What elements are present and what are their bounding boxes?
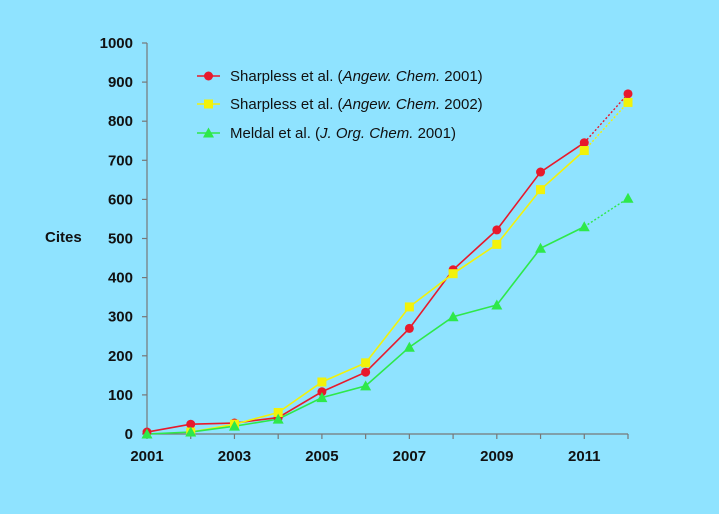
legend-label-part: 2001) <box>413 125 456 142</box>
legend-label-part: J. Org. Chem. <box>319 125 413 142</box>
y-tick-label: 1000 <box>100 35 133 52</box>
legend-marker-1 <box>204 99 213 109</box>
data-point-1 <box>317 377 327 387</box>
data-point-1 <box>579 146 589 156</box>
legend-label-part: Meldal et al. ( <box>230 125 320 142</box>
y-tick-label: 0 <box>125 426 133 443</box>
data-point-2 <box>447 311 459 322</box>
tick-labels: 0 100 200 300 400 500 600 700 800 900 1000 2001 2003… <box>100 35 601 465</box>
data-point-2 <box>316 392 328 403</box>
data-point-1 <box>361 358 371 368</box>
data-point-2 <box>360 380 372 391</box>
data-point-2 <box>185 426 197 437</box>
legend-label-2: Meldal et al. (J. Org. Chem. 2001) <box>230 125 456 142</box>
legend-label-part: Sharpless et al. ( <box>230 96 343 113</box>
legend-label-part: Angew. Chem. <box>342 68 441 85</box>
y-tick-label: 300 <box>108 309 133 326</box>
y-tick-label: 100 <box>108 387 133 404</box>
series-projection-2 <box>583 197 629 228</box>
y-tick-label: 400 <box>108 270 133 287</box>
data-point-0 <box>404 323 414 333</box>
x-tick-label: 2009 <box>480 448 513 465</box>
legend-label-part: 2002) <box>440 96 483 113</box>
data-point-2 <box>141 428 153 439</box>
legend-label-part: Angew. Chem. <box>342 96 441 113</box>
x-tick-label: 2003 <box>218 448 251 465</box>
data-point-2 <box>403 341 415 352</box>
legend: Sharpless et al. (Angew. Chem. 2001)Shar… <box>197 68 483 142</box>
series-projection-1 <box>583 101 629 151</box>
series-markers <box>141 89 634 439</box>
data-point-2 <box>272 413 284 424</box>
data-point-1 <box>536 185 546 195</box>
series-projection-0 <box>583 93 629 144</box>
y-tick-label: 600 <box>108 191 133 208</box>
data-point-1 <box>448 269 458 279</box>
data-point-0 <box>536 167 546 177</box>
data-point-1 <box>492 239 502 249</box>
legend-marker-2 <box>203 127 214 138</box>
data-point-0 <box>579 138 589 148</box>
x-tick-label: 2011 <box>568 448 601 465</box>
axes <box>142 42 629 439</box>
x-tick-label: 2005 <box>305 448 338 465</box>
data-point-2 <box>535 242 547 253</box>
legend-label-part: Sharpless et al. ( <box>230 68 343 85</box>
y-tick-label: 800 <box>108 113 133 130</box>
y-tick-label: 700 <box>108 152 133 169</box>
data-point-2 <box>622 192 634 203</box>
y-tick-label: 500 <box>108 231 133 248</box>
series-line-1 <box>190 149 585 433</box>
y-axis-label: Cites <box>45 229 82 246</box>
data-point-1 <box>273 407 283 417</box>
data-point-1 <box>623 97 633 107</box>
y-tick-label: 200 <box>108 348 133 365</box>
x-tick-label: 2001 <box>130 448 163 465</box>
data-point-2 <box>578 221 590 232</box>
series-line-2 <box>146 226 585 435</box>
data-point-2 <box>491 299 503 310</box>
legend-label-part: 2001) <box>440 68 483 85</box>
legend-marker-0 <box>204 71 213 81</box>
data-point-0 <box>623 89 633 99</box>
data-point-1 <box>404 302 414 312</box>
series-lines <box>146 93 629 435</box>
legend-label-0: Sharpless et al. (Angew. Chem. 2001) <box>230 68 483 85</box>
data-point-0 <box>361 367 371 377</box>
data-point-0 <box>186 419 196 429</box>
data-point-0 <box>317 387 327 397</box>
x-tick-label: 2007 <box>393 448 426 465</box>
legend-label-1: Sharpless et al. (Angew. Chem. 2002) <box>230 96 483 113</box>
y-tick-label: 900 <box>108 74 133 91</box>
data-point-2 <box>228 420 240 431</box>
data-point-0 <box>492 225 502 235</box>
